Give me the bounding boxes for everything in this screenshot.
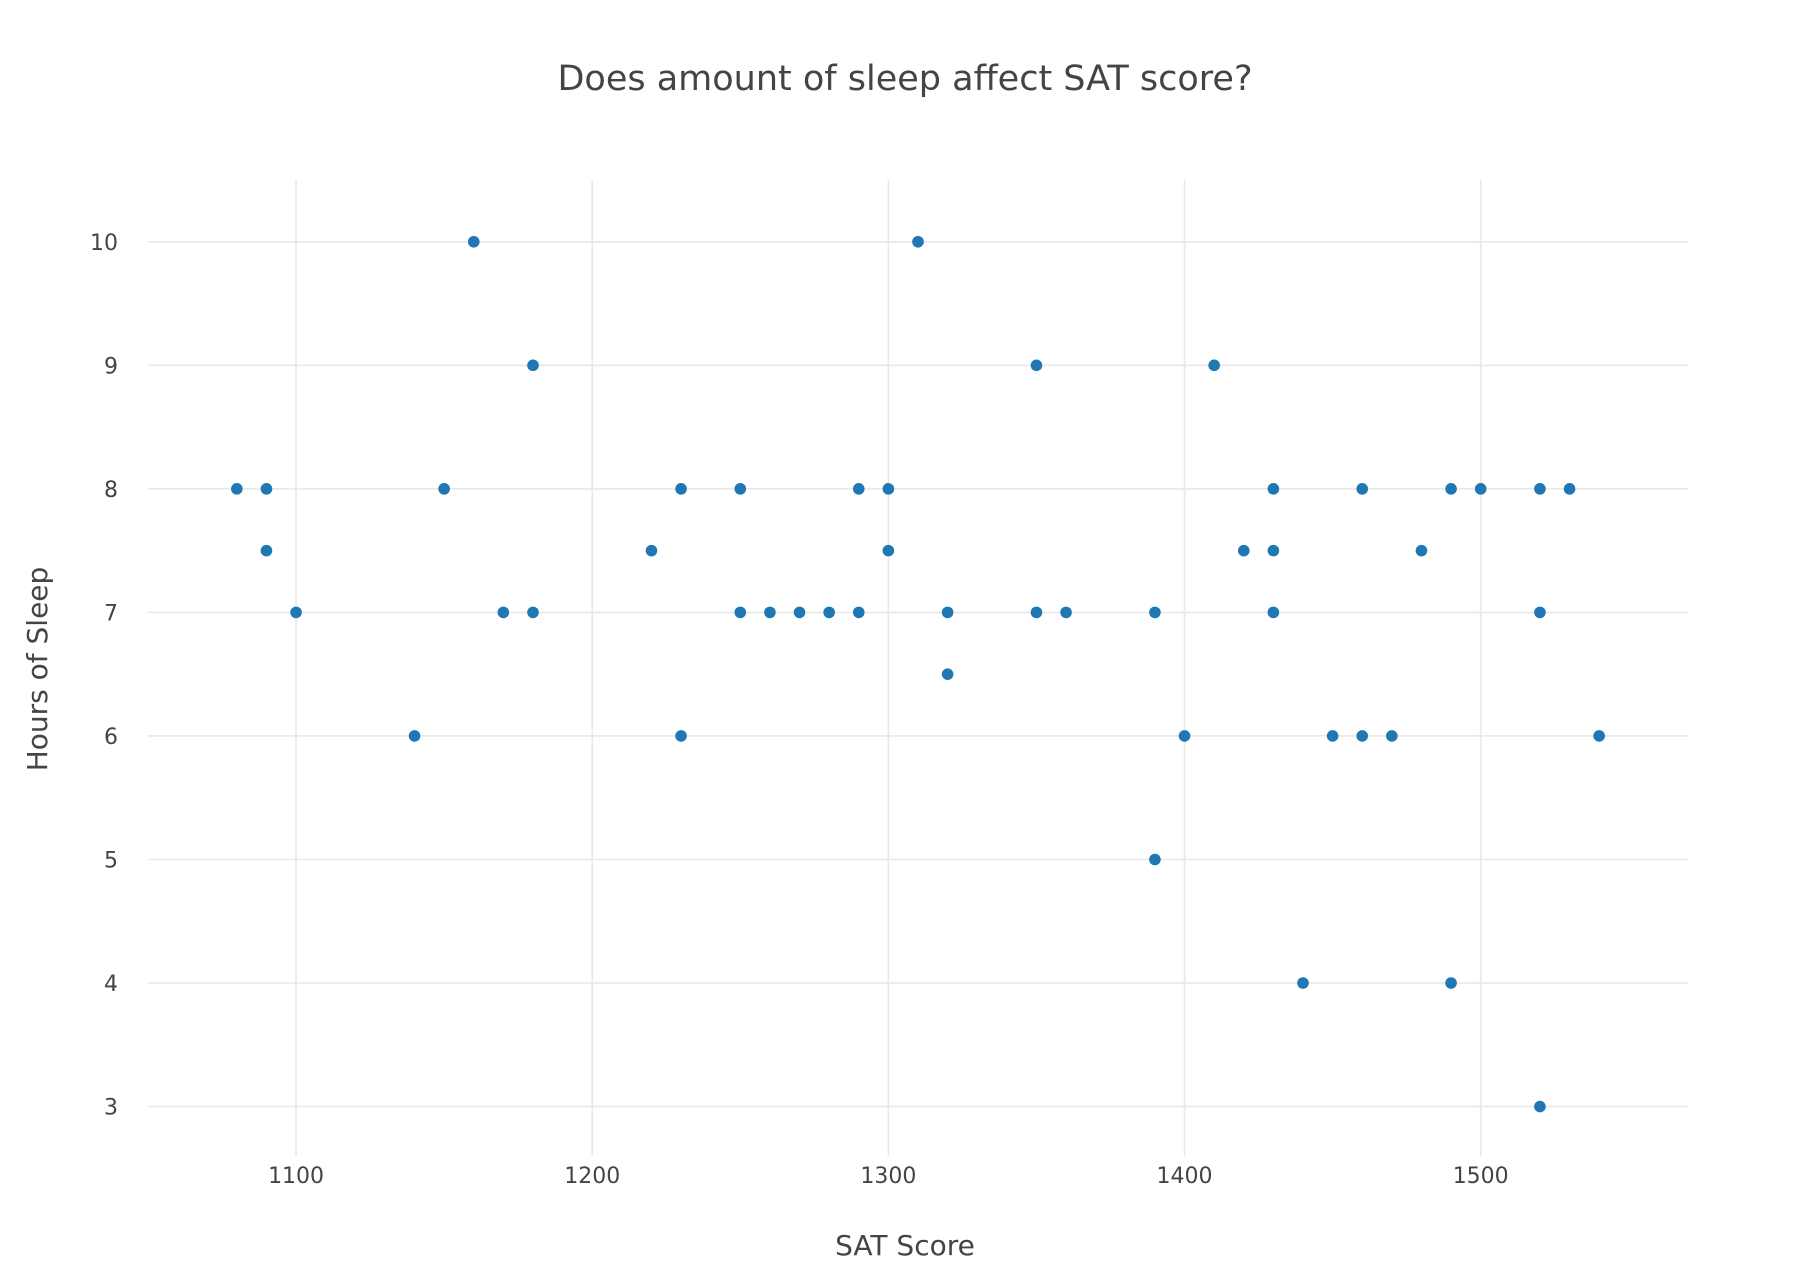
data-point[interactable] — [675, 483, 687, 495]
y-tick-label: 7 — [104, 601, 118, 626]
data-point[interactable] — [1534, 1100, 1546, 1113]
data-point[interactable] — [467, 235, 480, 248]
data-point[interactable] — [941, 606, 954, 619]
x-axis-title: SAT Score — [835, 1229, 975, 1262]
data-point[interactable] — [793, 606, 806, 619]
data-point[interactable] — [1415, 544, 1428, 557]
data-point[interactable] — [1356, 730, 1369, 742]
data-point[interactable] — [852, 606, 865, 619]
data-point[interactable] — [882, 544, 895, 557]
data-point[interactable] — [1593, 730, 1605, 742]
data-point[interactable] — [497, 606, 510, 619]
data-point[interactable] — [1386, 730, 1398, 742]
data-point[interactable] — [1267, 544, 1280, 557]
data-point[interactable] — [1445, 483, 1457, 495]
data-point[interactable] — [912, 235, 924, 248]
x-tick-label: 1300 — [860, 1164, 916, 1189]
data-point[interactable] — [941, 668, 954, 680]
x-gridlines — [295, 180, 1482, 1156]
data-point[interactable] — [645, 544, 658, 557]
data-point[interactable] — [734, 483, 747, 495]
data-point[interactable] — [852, 483, 865, 495]
data-point[interactable] — [1267, 606, 1280, 619]
y-axis-title: Hours of Sleep — [21, 567, 54, 772]
data-point[interactable] — [1208, 359, 1220, 372]
data-point[interactable] — [882, 483, 895, 495]
data-point[interactable] — [1060, 606, 1072, 619]
data-point[interactable] — [675, 730, 687, 742]
data-point[interactable] — [260, 483, 273, 495]
data-point[interactable] — [734, 606, 747, 619]
data-point[interactable] — [1030, 606, 1043, 619]
data-point[interactable] — [1267, 483, 1280, 495]
data-point[interactable] — [1149, 606, 1161, 619]
data-point[interactable] — [1149, 853, 1161, 866]
x-tick-label: 1200 — [564, 1164, 620, 1189]
y-tick-label: 6 — [104, 725, 118, 750]
x-tick-labels: 1100 1200 1300 1400 1500 — [268, 1164, 1509, 1189]
data-point[interactable] — [290, 606, 302, 619]
data-point[interactable] — [1030, 359, 1043, 372]
data-point[interactable] — [1445, 977, 1457, 989]
data-point[interactable] — [1326, 730, 1339, 742]
x-tick-label: 1500 — [1453, 1164, 1509, 1189]
data-point[interactable] — [764, 606, 776, 619]
y-tick-label: 4 — [104, 972, 118, 997]
chart-title: Does amount of sleep affect SAT score? — [557, 59, 1252, 99]
data-point[interactable] — [527, 606, 539, 619]
y-tick-label: 10 — [90, 231, 118, 256]
data-point[interactable] — [1474, 483, 1487, 495]
data-point[interactable] — [527, 359, 539, 372]
data-point[interactable] — [1534, 483, 1546, 495]
y-tick-label: 8 — [104, 478, 118, 503]
y-tick-label: 3 — [104, 1096, 118, 1121]
data-points — [231, 235, 1605, 1113]
y-tick-labels: 3 4 5 6 7 8 9 10 — [90, 231, 118, 1121]
x-tick-label: 1100 — [268, 1164, 324, 1189]
data-point[interactable] — [1534, 606, 1546, 619]
data-point[interactable] — [1297, 977, 1309, 989]
data-point[interactable] — [1237, 544, 1250, 557]
data-point[interactable] — [231, 483, 243, 495]
y-tick-label: 9 — [104, 354, 118, 379]
data-point[interactable] — [823, 606, 835, 619]
data-point[interactable] — [260, 544, 273, 557]
data-point[interactable] — [1356, 483, 1369, 495]
data-point[interactable] — [1178, 730, 1191, 742]
data-point[interactable] — [408, 730, 421, 742]
x-tick-label: 1400 — [1157, 1164, 1213, 1189]
y-tick-label: 5 — [104, 848, 118, 873]
data-point[interactable] — [438, 483, 450, 495]
data-point[interactable] — [1563, 483, 1576, 495]
